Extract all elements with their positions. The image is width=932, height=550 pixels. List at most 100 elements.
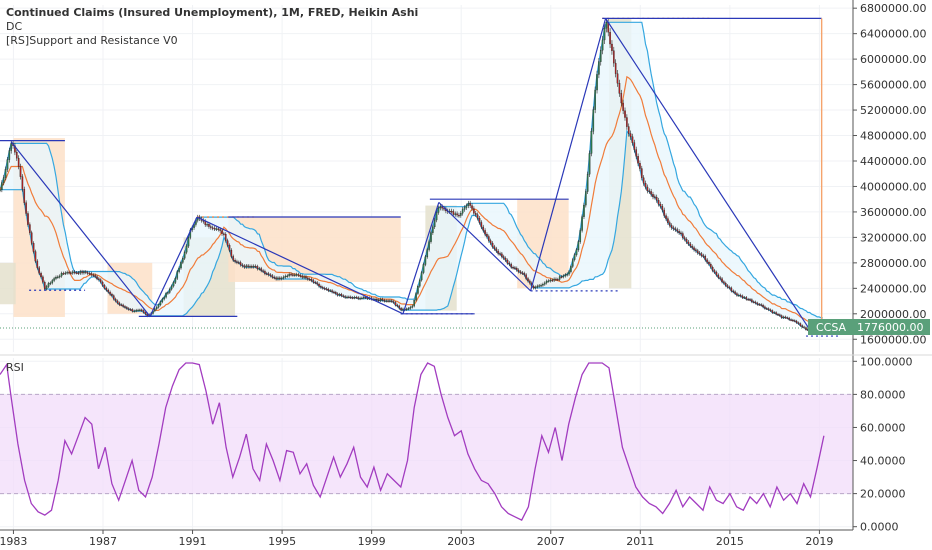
candle-body (363, 297, 364, 298)
y-tick-label-9: 5200000.00 (860, 104, 926, 117)
candle-body (548, 281, 549, 282)
main-price-panel (0, 5, 853, 352)
candle-body (106, 288, 107, 290)
candle-body (11, 143, 12, 150)
candle-body (626, 118, 627, 127)
candle-body (490, 241, 491, 244)
candle-body (567, 274, 568, 275)
candle-body (167, 292, 168, 293)
candle-body (800, 324, 801, 326)
candle-body (565, 275, 566, 276)
candle-body (400, 308, 401, 310)
candle-body (287, 276, 288, 277)
candle-body (55, 277, 56, 278)
candle-body (636, 150, 637, 157)
candle-body (251, 266, 252, 267)
candle-body (389, 301, 390, 302)
candle-body (294, 275, 295, 276)
candle-body (16, 152, 17, 158)
y-tick-label-11: 6000000.00 (860, 53, 926, 66)
y-tick-label-8: 4800000.00 (860, 130, 926, 143)
candle-body (40, 273, 41, 277)
sr-zone-1 (0, 263, 16, 304)
candle-body (805, 328, 806, 330)
candle-body (61, 273, 62, 276)
legend-indicator-sr: [RS]Support and Resistance V0 (6, 34, 178, 47)
candle-body (27, 214, 28, 225)
candle-body (792, 320, 793, 321)
candle-body (675, 229, 676, 230)
candle-body (775, 313, 776, 315)
candle-body (348, 297, 349, 298)
candle-body (165, 293, 166, 297)
candle-body (76, 273, 77, 274)
candle-body (705, 256, 706, 259)
candle-body (609, 32, 610, 44)
candle-body (132, 310, 133, 312)
candle-body (317, 283, 318, 284)
candle-body (391, 301, 392, 302)
candle-body (124, 306, 125, 307)
candle-body (736, 294, 737, 296)
legend-indicator-dc: DC (6, 20, 22, 33)
y-tick-label-1: 2000000.00 (860, 308, 926, 321)
candle-body (330, 291, 331, 292)
candle-body (673, 228, 674, 229)
candle-body (695, 250, 696, 251)
candle-body (406, 309, 407, 310)
candle-body (25, 203, 26, 214)
candle-body (109, 292, 110, 294)
candle-body (522, 273, 523, 274)
candle-body (481, 222, 482, 227)
candle-body (561, 277, 562, 278)
candle-body (604, 28, 605, 40)
x-tick-label-7: 2011 (626, 535, 654, 548)
candle-body (667, 219, 668, 223)
candle-body (499, 253, 500, 254)
candle-body (619, 83, 620, 93)
candle-body (376, 299, 377, 300)
candle-body (468, 203, 469, 206)
candle-body (65, 273, 66, 274)
candle-body (272, 276, 273, 277)
candle-body (244, 266, 245, 267)
candle-body (182, 258, 183, 262)
candle-body (266, 274, 267, 275)
rsi-panel (0, 358, 853, 530)
candle-body (779, 315, 780, 316)
candle-body (533, 286, 534, 288)
candle-body (0, 190, 1, 191)
candle-body (5, 169, 6, 177)
candle-body (227, 241, 228, 246)
candle-body (337, 294, 338, 295)
candle-body (650, 191, 651, 194)
candle-body (7, 160, 8, 169)
price-badge: CCSA 1776000.00 (808, 319, 930, 335)
candle-body (414, 300, 415, 306)
candle-body (762, 305, 763, 307)
candle-body (598, 62, 599, 75)
candle-body (236, 262, 237, 263)
candle-body (470, 203, 471, 205)
candle-body (234, 260, 235, 261)
candle-body (29, 225, 30, 233)
x-tick-label-4: 1999 (358, 535, 386, 548)
candle-body (572, 260, 573, 267)
candle-body (175, 278, 176, 282)
candle-body (712, 267, 713, 270)
candle-body (102, 282, 103, 285)
candle-body (365, 297, 366, 298)
candle-body (563, 276, 564, 277)
candle-body (305, 277, 306, 278)
legend-title: Continued Claims (Insured Unemployment),… (6, 6, 418, 19)
candle-body (796, 321, 797, 323)
candle-body (393, 302, 394, 303)
y-tick-label-3: 2800000.00 (860, 257, 926, 270)
candle-body (684, 238, 685, 239)
rsi-title: RSI (6, 361, 24, 374)
candle-body (488, 237, 489, 241)
candle-body (350, 297, 351, 298)
candle-body (128, 309, 129, 310)
candle-body (141, 310, 142, 311)
candle-body (428, 242, 429, 250)
